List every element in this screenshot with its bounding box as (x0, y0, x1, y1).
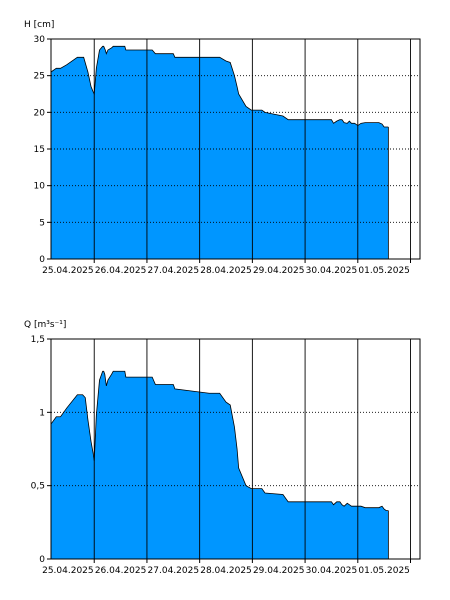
discharge-ylabel: Q [m³s⁻¹] (24, 320, 66, 330)
discharge-xtick-label-5: 30.04.2025 (306, 566, 358, 576)
water-level-ylabel: H [cm] (24, 20, 54, 30)
water-level-ytick-label-4: 20 (34, 108, 46, 118)
water-level-area (51, 46, 389, 259)
water-level-xtick-label-1: 26.04.2025 (95, 266, 147, 276)
discharge-chart: 0 0,5 1 1,5 25.04.2025 26.04.2025 27.04.2025 28… (24, 320, 421, 576)
discharge-ytick-label-2: 1 (39, 408, 45, 418)
discharge-ytick-label-3: 1,5 (31, 335, 45, 345)
water-level-ytick-label-2: 10 (34, 182, 46, 192)
discharge-ytick-label-0: 0 (39, 555, 45, 565)
water-level-xtick-label-6: 01.05.2025 (358, 266, 410, 276)
water-level-xtick-label-3: 28.04.2025 (200, 266, 252, 276)
water-level-chart: 0 5 10 15 20 25 30 25.04.2025 26.04.2025 27.04.20… (24, 20, 421, 276)
discharge-xtick-label-2: 27.04.2025 (148, 566, 200, 576)
discharge-ytick-label-1: 0,5 (31, 482, 45, 492)
water-level-ytick-label-1: 5 (39, 218, 45, 228)
water-level-xtick-label-5: 30.04.2025 (306, 266, 358, 276)
discharge-line (50, 370, 389, 511)
water-level-ytick-label-6: 30 (34, 35, 46, 45)
discharge-xtick-label-4: 29.04.2025 (253, 566, 305, 576)
water-level-xtick-label-2: 27.04.2025 (148, 266, 200, 276)
water-level-xtick-label-4: 29.04.2025 (253, 266, 305, 276)
discharge-xtick-label-6: 01.05.2025 (358, 566, 410, 576)
water-level-xtick-label-0: 25.04.2025 (42, 266, 94, 276)
discharge-area (51, 371, 389, 559)
discharge-frame (50, 338, 421, 560)
discharge-xtick-label-1: 26.04.2025 (95, 566, 147, 576)
water-level-ytick-label-3: 15 (34, 145, 45, 155)
discharge-xtick-label-0: 25.04.2025 (42, 566, 94, 576)
water-level-ytick-label-0: 0 (39, 255, 45, 265)
water-level-ytick-label-5: 25 (34, 72, 45, 82)
discharge-xtick-label-3: 28.04.2025 (200, 566, 252, 576)
